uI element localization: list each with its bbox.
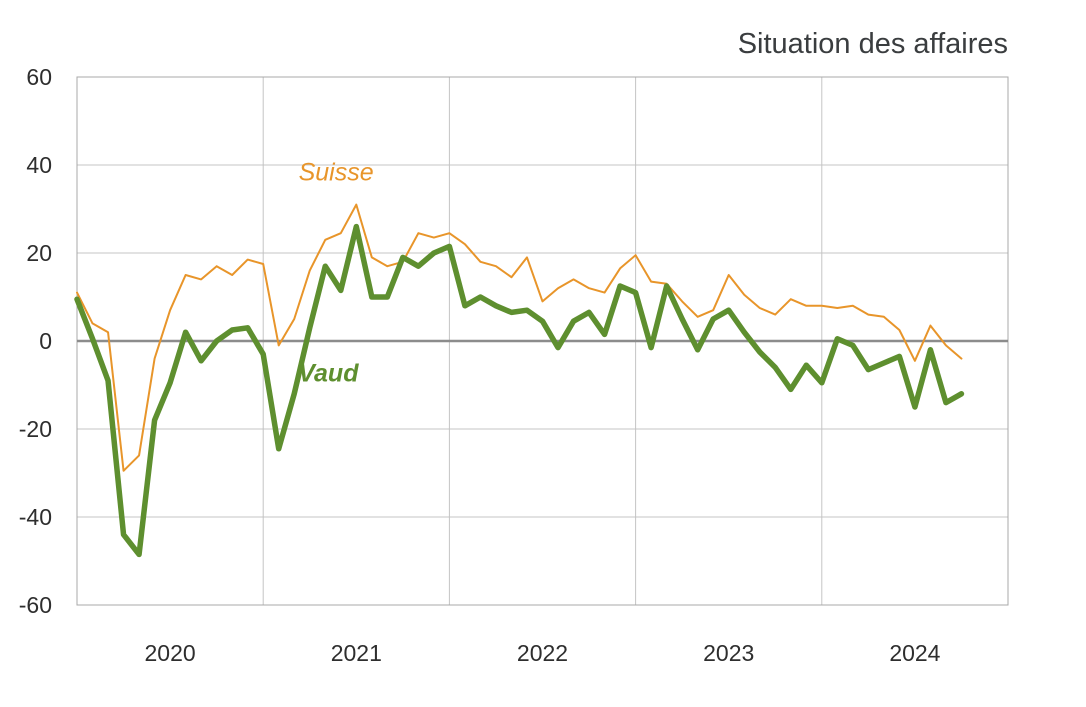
- series-line-suisse: [76, 203, 963, 472]
- x-tick-label: 2023: [703, 640, 754, 666]
- series-layer: [74, 203, 965, 558]
- y-tick-label: -20: [19, 416, 52, 442]
- chart-title: Situation des affaires: [737, 28, 1008, 60]
- x-tick-label: 2020: [145, 640, 196, 666]
- y-tick-label: 60: [26, 64, 52, 90]
- x-tick-label: 2021: [331, 640, 382, 666]
- x-tick-label: 2024: [889, 640, 940, 666]
- axis-layer: [76, 76, 1009, 606]
- y-tick-label: 20: [26, 240, 52, 266]
- series-line-vaud: [74, 223, 965, 558]
- y-tick-label: -40: [19, 504, 52, 530]
- series-label-vaud: Vaud: [298, 359, 359, 387]
- y-tick-label: 40: [26, 152, 52, 178]
- y-tick-label: 0: [39, 328, 52, 354]
- label-layer: 60 40 20 0 -20 -40 -60 2020 2021 2022 2023 2024 Suis…: [19, 64, 941, 666]
- y-tick-label: -60: [19, 592, 52, 618]
- x-tick-label: 2022: [517, 640, 568, 666]
- series-label-suisse: Suisse: [299, 158, 374, 186]
